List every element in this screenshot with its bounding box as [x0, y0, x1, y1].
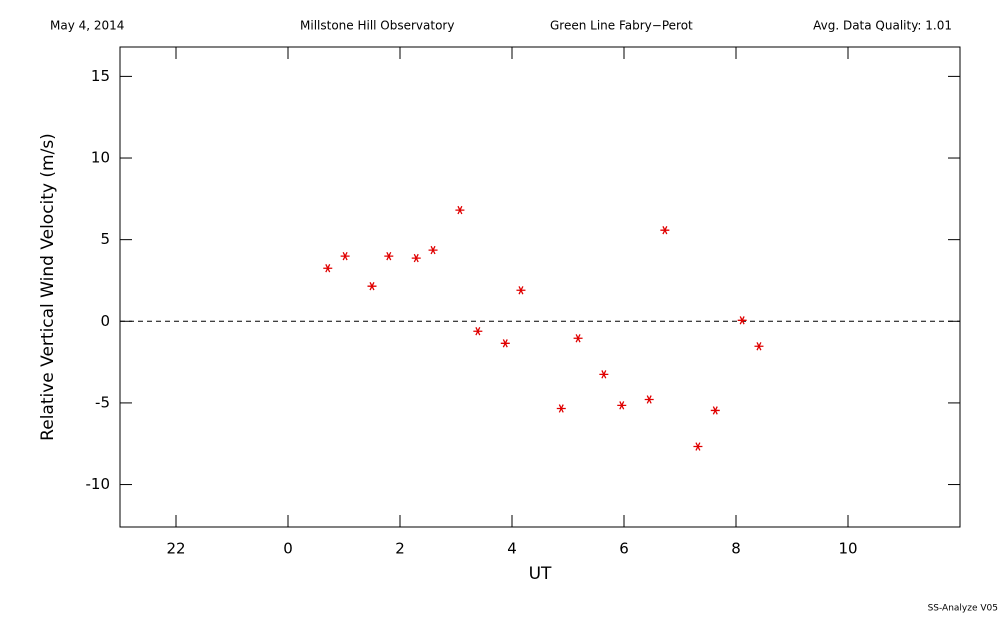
data-point	[428, 245, 438, 255]
data-point	[737, 316, 747, 325]
data-point	[556, 404, 566, 413]
data-point	[660, 225, 670, 235]
data-point	[754, 342, 764, 351]
data-point	[500, 339, 510, 348]
footer: SS-Analyze V05	[928, 604, 998, 614]
data-point	[573, 334, 583, 343]
data-quality: Avg. Data Quality: 1.01	[813, 19, 952, 33]
data-point	[455, 205, 465, 215]
y-tick-label: 10	[91, 149, 110, 167]
data-point	[384, 251, 394, 261]
y-tick-label: 5	[100, 230, 110, 248]
data-point	[323, 264, 333, 273]
data-point	[693, 442, 703, 451]
x-tick-label: 8	[731, 540, 741, 558]
date: May 4, 2014	[50, 19, 124, 33]
x-tick-label: 6	[619, 540, 629, 558]
y-tick-label: 15	[91, 67, 110, 85]
y-axis-label: Relative Vertical Wind Velocity (m/s)	[38, 133, 58, 441]
data-point	[367, 281, 377, 291]
plot-frame	[119, 46, 961, 528]
y-tick-label: -5	[95, 393, 110, 411]
observatory: Millstone Hill Observatory	[300, 19, 454, 33]
data-point	[617, 401, 627, 410]
instrument: Green Line Fabry−Perot	[550, 19, 693, 33]
x-tick-label: 10	[838, 540, 857, 558]
x-tick-label: 4	[507, 540, 517, 558]
data-point	[473, 327, 483, 336]
data-point	[710, 406, 720, 415]
y-tick-label: 0	[100, 312, 110, 330]
data-point	[411, 253, 421, 263]
x-tick-label: 2	[395, 540, 405, 558]
data-point	[644, 395, 654, 404]
data-point	[340, 251, 350, 261]
x-tick-label: 0	[283, 540, 293, 558]
x-tick-label: 22	[166, 540, 185, 558]
x-axis-label: UT	[529, 564, 552, 584]
data-point	[599, 370, 609, 379]
y-tick-label: -10	[86, 475, 111, 493]
data-point	[516, 286, 526, 295]
